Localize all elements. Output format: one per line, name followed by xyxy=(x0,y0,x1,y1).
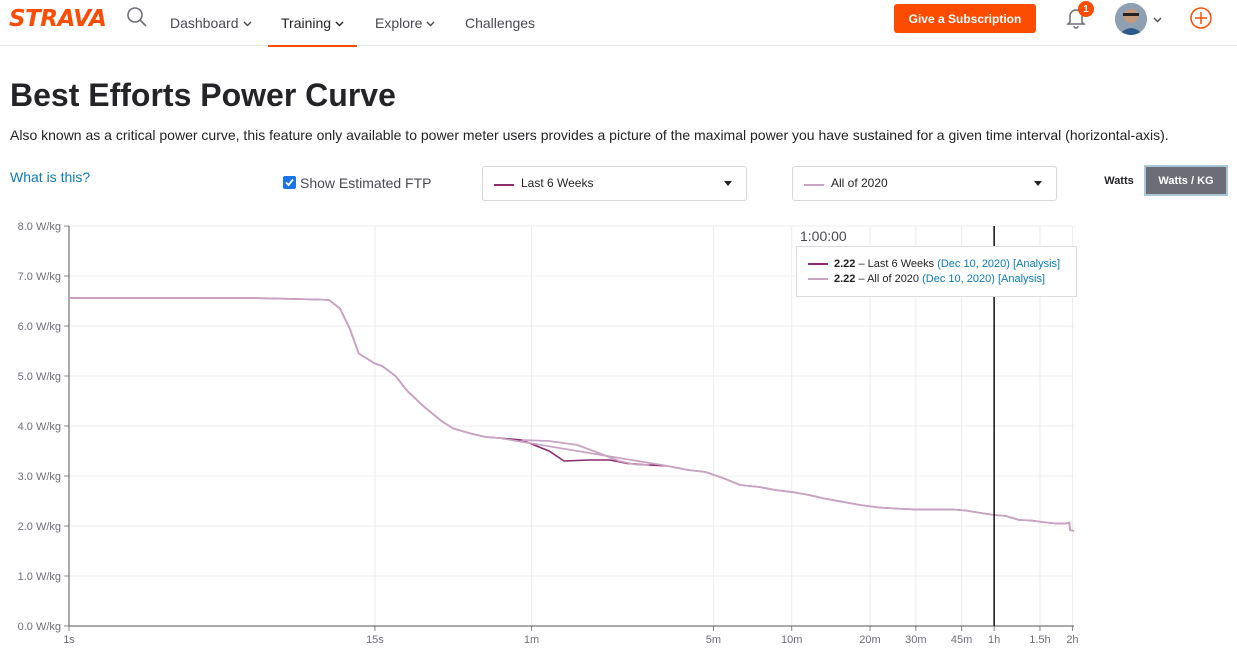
nav-challenges[interactable]: Challenges xyxy=(465,0,535,46)
nav-dashboard-label: Dashboard xyxy=(170,15,239,31)
tooltip-dash: – xyxy=(858,273,865,285)
x-tick-label: 15s xyxy=(366,634,384,646)
show-ftp-checkbox[interactable] xyxy=(283,176,296,189)
chevron-down-icon xyxy=(243,21,251,26)
top-nav-bar: STRAVA Dashboard Training Explore Challe… xyxy=(0,0,1237,47)
strava-logo[interactable]: STRAVA xyxy=(9,6,107,32)
cursor-time-label: 1:00:00 xyxy=(800,228,847,244)
x-tick-label: 5m xyxy=(706,634,721,646)
tooltip-swatch xyxy=(808,263,828,266)
y-tick-label: 1.0 W/kg xyxy=(18,571,61,583)
primary-range-select[interactable]: Last 6 Weeks xyxy=(482,166,747,201)
tooltip-date-link[interactable]: (Dec 10, 2020) xyxy=(937,258,1010,270)
show-ftp-label[interactable]: Show Estimated FTP xyxy=(300,175,432,191)
y-tick-label: 6.0 W/kg xyxy=(18,321,61,333)
secondary-range-value: All of 2020 xyxy=(831,176,888,190)
search-icon[interactable] xyxy=(126,6,148,28)
y-tick-label: 0.0 W/kg xyxy=(18,621,61,633)
page-title: Best Efforts Power Curve xyxy=(10,77,396,113)
tooltip-dash: – xyxy=(858,258,865,270)
avatar-image xyxy=(1115,3,1147,35)
what-is-this-link[interactable]: What is this? xyxy=(10,169,91,185)
tooltip-row: 2.22 – Last 6 Weeks (Dec 10, 2020) [Anal… xyxy=(808,258,1060,270)
primary-range-value: Last 6 Weeks xyxy=(521,176,594,190)
tooltip-analysis-link[interactable]: [Analysis] xyxy=(997,273,1046,285)
unit-watts-per-kg-button[interactable]: Watts / KG xyxy=(1144,165,1228,196)
x-tick-label: 1m xyxy=(524,634,539,646)
x-tick-label: 45m xyxy=(951,634,972,646)
y-tick-label: 5.0 W/kg xyxy=(18,371,61,383)
y-tick-label: 7.0 W/kg xyxy=(18,271,61,283)
tooltip-analysis-link[interactable]: [Analysis] xyxy=(1013,258,1061,270)
chevron-down-icon[interactable] xyxy=(1153,15,1162,24)
unit-watts-button[interactable]: Watts xyxy=(1096,165,1142,196)
primary-range-swatch xyxy=(494,184,514,186)
x-tick-label: 1h xyxy=(988,634,1000,646)
tooltip-row: 2.22 – All of 2020 (Dec 10, 2020) [Analy… xyxy=(808,273,1045,285)
checkmark-icon xyxy=(285,178,294,187)
avatar[interactable] xyxy=(1115,3,1147,35)
x-tick-label: 1.5h xyxy=(1029,634,1050,646)
give-subscription-button[interactable]: Give a Subscription xyxy=(894,4,1036,33)
add-icon[interactable] xyxy=(1190,7,1212,29)
nav-explore[interactable]: Explore xyxy=(375,0,435,46)
chevron-down-icon xyxy=(335,21,344,26)
tooltip-swatch xyxy=(808,278,828,281)
chevron-down-icon xyxy=(426,21,435,26)
tooltip-value: 2.22 xyxy=(834,258,856,270)
nav-training-label: Training xyxy=(281,15,332,31)
tooltip-series: Last 6 Weeks xyxy=(867,258,935,270)
x-tick-label: 30m xyxy=(905,634,926,646)
series-line-last-6-weeks xyxy=(69,297,1075,532)
nav-challenges-label: Challenges xyxy=(465,15,536,31)
tooltip-series: All of 2020 xyxy=(867,273,920,285)
page-description: Also known as a critical power curve, th… xyxy=(10,127,1169,143)
nav-training[interactable]: Training xyxy=(267,0,358,47)
series-line-all-of-2020-segment xyxy=(521,439,650,466)
nav-dashboard[interactable]: Dashboard xyxy=(170,0,252,46)
caret-down-icon xyxy=(724,181,732,186)
secondary-range-select[interactable]: All of 2020 xyxy=(792,166,1057,201)
power-curve-chart[interactable]: 0.0 W/kg 1.0 W/kg 2.0 W/kg 3.0 W/kg 4.0 W/kg… xyxy=(0,210,1237,656)
y-tick-label: 4.0 W/kg xyxy=(18,421,61,433)
tooltip-date-link[interactable]: (Dec 10, 2020) xyxy=(922,273,995,285)
chart-tooltip: 2.22 – Last 6 Weeks (Dec 10, 2020) [Anal… xyxy=(796,246,1077,297)
caret-down-icon xyxy=(1034,181,1042,186)
y-tick-label: 3.0 W/kg xyxy=(18,471,61,483)
x-tick-label: 2h xyxy=(1066,634,1078,646)
tooltip-value: 2.22 xyxy=(834,273,856,285)
nav-explore-label: Explore xyxy=(375,15,423,31)
secondary-range-swatch xyxy=(804,184,824,186)
notification-badge: 1 xyxy=(1078,1,1094,17)
x-tick-label: 1s xyxy=(63,634,75,646)
y-tick-label: 8.0 W/kg xyxy=(18,221,61,233)
x-tick-label: 20m xyxy=(859,634,880,646)
series-line-all-of-2020 xyxy=(69,297,1075,532)
x-tick-label: 10m xyxy=(781,634,802,646)
y-tick-label: 2.0 W/kg xyxy=(18,521,61,533)
